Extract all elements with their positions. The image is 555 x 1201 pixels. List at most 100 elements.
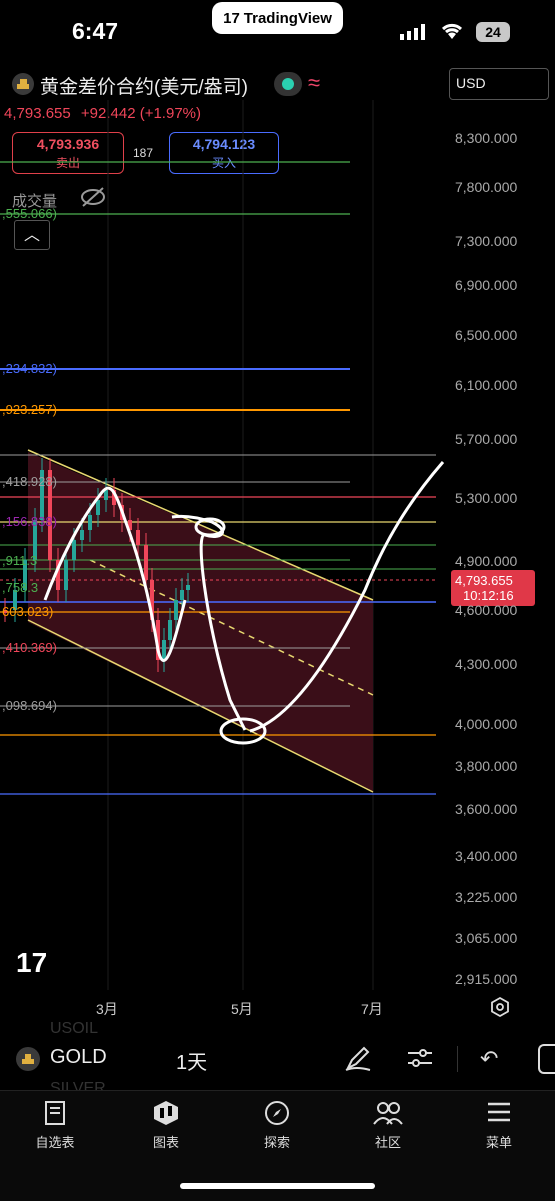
drawn-wave [43,486,187,662]
time-tick: 5月 [231,1001,253,1017]
nav-explore[interactable]: 探索 [237,1100,317,1151]
level-label: ,911.3 [2,553,38,568]
buy-price: 4,794.123 [192,136,256,152]
price-tick: 6,500.000 [455,327,518,343]
compass-icon [237,1100,317,1132]
level-label: 603.023) [2,604,54,619]
level-label: ,234.832) [2,361,57,376]
nav-label: 社区 [374,1135,401,1150]
candle-body [64,560,68,590]
price-tick: 2,915.000 [455,971,518,987]
candle-body [180,590,184,600]
nav-chart[interactable]: 图表 [126,1100,206,1151]
tradingview-logo-icon: 17 [223,9,240,27]
price-tick: 3,600.000 [455,801,518,817]
current-price-tag: 4,793.655 10:12:16 [451,570,535,606]
chart-canvas[interactable]: 17 [0,0,555,1030]
home-indicator [180,1183,375,1189]
interval-button[interactable]: 1天 [176,1052,208,1074]
last-price: 4,793.655 [4,105,71,122]
eye-hidden-icon[interactable] [80,186,106,213]
price-tick: 7,800.000 [455,179,518,195]
app-pill: 17 TradingView [212,2,343,34]
cfd-icon: ≈ [308,70,321,95]
current-price-value: 4,793.655 [455,573,513,588]
candle-body [72,540,76,560]
price-tick: 7,300.000 [455,233,518,249]
level-label: ,418.928) [2,474,57,489]
sell-button[interactable]: 4,793.936 卖出 [12,132,124,174]
candle-body [156,620,160,660]
nav-label: 自选表 [35,1135,75,1150]
currency-select[interactable]: USD [449,68,549,100]
candle-body [80,530,84,540]
divider [457,1046,458,1072]
gold-symbol-icon [12,73,34,100]
collapse-button[interactable]: ︿ [14,220,50,250]
candles-group [3,458,190,672]
more-icon[interactable] [538,1044,555,1074]
drawn-circle-bottom [219,717,267,745]
bottom-nav [0,1090,555,1201]
buy-label: 买入 [211,156,236,170]
level-label: ,758.3 [2,580,39,595]
spread-value: 187 [133,146,154,160]
price-tick: 4,600.000 [455,602,518,618]
price-tick: 4,000.000 [455,716,518,732]
price-tick: 6,100.000 [455,377,518,393]
signal-icon [400,24,426,45]
menu-icon [459,1100,539,1132]
symbol-title[interactable]: 黄金差价合约(美元/盎司) [40,77,248,98]
indicators-icon[interactable] [406,1046,434,1075]
candle-body [88,515,92,530]
draw-tool-icon[interactable] [344,1044,372,1077]
market-open-icon [274,72,302,96]
nav-menu[interactable]: 菜单 [459,1100,539,1151]
candle-body [23,560,27,590]
candle-countdown: 10:12:16 [463,588,514,603]
wifi-icon [440,22,464,45]
price-tick: 3,065.000 [455,930,518,946]
candle-body [128,520,132,530]
people-icon [348,1100,428,1132]
tv-logo-icon: 17 [16,947,47,978]
nav-label: 探索 [263,1135,290,1150]
channel-mid [89,559,374,696]
candles-icon [126,1100,206,1132]
nav-label: 菜单 [485,1135,512,1150]
price-tick: 4,900.000 [455,553,518,569]
price-tick: 3,800.000 [455,758,518,774]
symbol-button[interactable]: GOLD [50,1046,107,1068]
price-tick: 3,225.000 [455,889,518,905]
channel-upper [27,449,374,601]
time-tick: 7月 [361,1001,383,1017]
candle-body [104,490,108,500]
battery-indicator: 24 [476,22,510,42]
drawn-circle-top [194,517,226,537]
chart-settings-icon[interactable] [489,996,511,1023]
buy-button[interactable]: 4,794.123 买入 [169,132,279,174]
price-tick: 8,300.000 [455,130,518,146]
candle-body [150,580,154,620]
candle-body [3,610,7,613]
candle-body [96,500,100,515]
nav-label: 图表 [152,1135,179,1150]
price-line: 4,793.655 +92.442 (+1.97%) [4,105,201,122]
price-tick: 5,300.000 [455,490,518,506]
chevron-up-icon: ︿ [23,227,40,244]
candle-body [144,545,148,580]
level-label: ,156.838) [2,514,57,529]
nav-community[interactable]: 社区 [348,1100,428,1151]
symbol-gold-icon [16,1047,40,1076]
volume-label: 成交量 [12,193,58,210]
drawn-path-up [249,461,445,733]
price-tick: 6,900.000 [455,277,518,293]
sell-price: 4,793.936 [36,136,100,152]
price-tick: 5,700.000 [455,431,518,447]
nav-watchlist[interactable]: 自选表 [15,1100,95,1151]
time-tick: 3月 [96,1001,118,1017]
undo-icon[interactable]: ↶ [480,1046,499,1071]
level-label: ,923.257) [2,402,57,417]
sell-label: 卖出 [55,156,80,170]
price-tick: 4,300.000 [455,656,518,672]
